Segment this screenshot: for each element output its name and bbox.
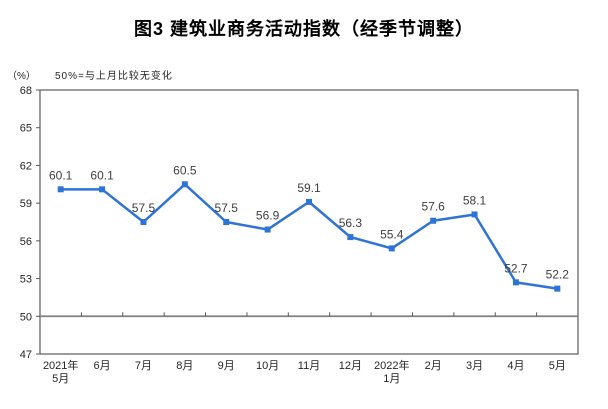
data-point-marker (57, 186, 64, 193)
data-point-marker (347, 234, 354, 241)
x-axis-label: 6月 (94, 360, 111, 372)
chart-title: 图3 建筑业商务活动指数（经季节调整） (133, 19, 474, 39)
y-axis-tick-label: 62 (20, 160, 32, 172)
y-axis-tick-label: 47 (20, 349, 32, 361)
y-axis-tick-label: 56 (20, 236, 32, 248)
data-point-marker (471, 211, 478, 218)
data-point-label: 57.5 (132, 201, 156, 215)
y-axis-tick-label: 65 (20, 123, 32, 135)
data-point-marker (512, 279, 519, 286)
x-axis-label: 5月 (549, 360, 566, 372)
x-axis-label: 4月 (507, 360, 524, 372)
data-point-marker (306, 198, 312, 205)
data-point-marker (554, 285, 561, 292)
data-point-label: 57.6 (421, 200, 445, 214)
x-axis-label: 2月 (425, 360, 442, 372)
data-point-label: 55.4 (380, 227, 404, 241)
data-point-marker (223, 219, 230, 225)
data-point-label: 60.1 (90, 168, 114, 182)
data-point-label: 56.3 (339, 216, 363, 230)
x-axis-label: 9月 (218, 360, 235, 372)
data-point-label: 59.1 (297, 181, 321, 195)
data-point-marker (264, 226, 271, 233)
x-axis-label: 2021年 (43, 358, 78, 372)
x-axis-label: 2022年 (374, 358, 409, 372)
y-axis-tick-label: 53 (20, 274, 32, 286)
x-axis-label: 3月 (466, 360, 483, 372)
data-point-label: 52.2 (546, 268, 570, 282)
data-point-marker (181, 181, 188, 188)
data-point-marker (388, 245, 395, 252)
x-axis-label: 12月 (339, 360, 362, 372)
data-point-label: 60.5 (173, 163, 197, 177)
data-point-label: 52.7 (504, 261, 528, 275)
y-axis-tick-label: 59 (20, 198, 32, 210)
y-axis-unit-label: （%） (7, 71, 36, 82)
x-axis-label: 1月 (383, 373, 400, 385)
x-axis-label: 7月 (135, 360, 152, 372)
data-point-marker (99, 186, 106, 193)
data-point-marker (140, 219, 147, 225)
data-point-marker (430, 217, 437, 224)
y-axis-tick-label: 50 (20, 311, 32, 323)
data-point-label: 57.5 (215, 201, 239, 215)
data-point-label: 56.9 (256, 209, 280, 223)
data-point-label: 60.1 (49, 168, 73, 182)
x-axis-label: 10月 (256, 360, 279, 372)
y-axis-tick-label: 68 (20, 85, 32, 97)
plot-border (39, 89, 579, 355)
x-axis-label: 8月 (176, 360, 193, 372)
x-axis-label: 11月 (298, 360, 320, 372)
chart-note: 50%=与上月比较无变化 (55, 71, 173, 82)
x-axis-label: 5月 (52, 373, 69, 385)
data-point-label: 58.1 (463, 193, 487, 207)
